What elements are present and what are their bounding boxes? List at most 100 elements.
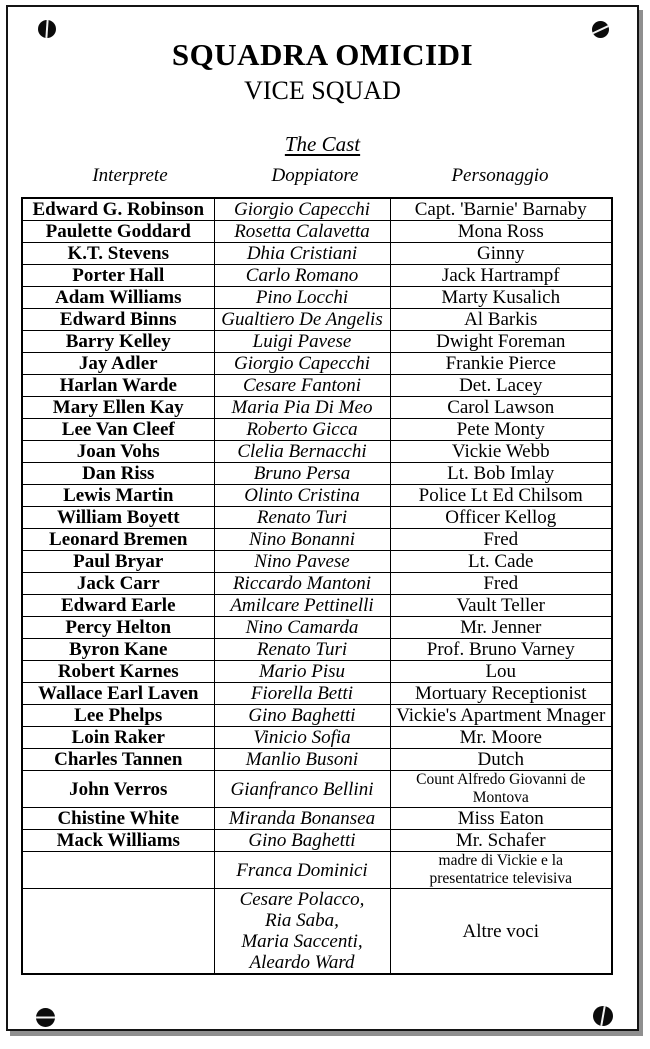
character-cell: Count Alfredo Giovanni de Montova xyxy=(389,770,613,808)
cast-table: Edward G. Robinson Giorgio Capecchi Capt… xyxy=(21,197,613,975)
screw-icon-bottom-left xyxy=(36,1008,55,1027)
voice-actor-cell: Pino Locchi xyxy=(213,286,391,309)
actor-name-cell: John Verros xyxy=(21,770,215,808)
table-row: Lee Phelps Gino Baghetti Vickie's Apartm… xyxy=(21,704,613,727)
table-row: Cesare Polacco, Ria Saba, Maria Saccenti… xyxy=(21,888,613,975)
actor-name-cell: Chistine White xyxy=(21,807,215,830)
table-row: Paul Bryar Nino Pavese Lt. Cade xyxy=(21,550,613,573)
voice-actor-cell: Cesare Polacco, Ria Saba, Maria Saccenti… xyxy=(213,888,391,975)
voice-actor-cell: Gino Baghetti xyxy=(213,829,391,852)
voice-actor-cell: Gino Baghetti xyxy=(213,704,391,727)
voice-actor-cell: Nino Pavese xyxy=(213,550,391,573)
voice-actor-cell: Miranda Bonansea xyxy=(213,807,391,830)
actor-name-cell xyxy=(21,888,215,975)
table-row: Porter Hall Carlo Romano Jack Hartrampf xyxy=(21,264,613,287)
actor-name-cell: Wallace Earl Laven xyxy=(21,682,215,705)
section-title: The Cast xyxy=(284,132,361,156)
table-row: Harlan Warde Cesare Fantoni Det. Lacey xyxy=(21,374,613,397)
character-cell: Jack Hartrampf xyxy=(389,264,613,287)
voice-actor-cell: Giorgio Capecchi xyxy=(213,197,391,221)
actor-name-cell: Edward Binns xyxy=(21,308,215,331)
table-row: Charles Tannen Manlio Busoni Dutch xyxy=(21,748,613,771)
column-headers: Interprete Doppiatore Personaggio xyxy=(8,165,637,191)
character-cell: Mortuary Receptionist xyxy=(389,682,613,705)
voice-actor-cell: Riccardo Mantoni xyxy=(213,572,391,595)
table-row: Percy Helton Nino Camarda Mr. Jenner xyxy=(21,616,613,639)
table-row: Barry Kelley Luigi Pavese Dwight Foreman xyxy=(21,330,613,353)
character-cell: Det. Lacey xyxy=(389,374,613,397)
actor-name-cell: Edward G. Robinson xyxy=(21,197,215,221)
cast-table-body: Edward G. Robinson Giorgio Capecchi Capt… xyxy=(21,197,613,975)
actor-name-cell: Robert Karnes xyxy=(21,660,215,683)
voice-actor-cell: Clelia Bernacchi xyxy=(213,440,391,463)
table-row: Dan Riss Bruno Persa Lt. Bob Imlay xyxy=(21,462,613,485)
column-header-personaggio: Personaggio xyxy=(451,165,549,186)
character-cell: Mr. Jenner xyxy=(389,616,613,639)
table-row: Mack Williams Gino Baghetti Mr. Schafer xyxy=(21,829,613,852)
actor-name-cell: Joan Vohs xyxy=(21,440,215,463)
character-cell: Carol Lawson xyxy=(389,396,613,419)
voice-actor-cell: Gualtiero De Angelis xyxy=(213,308,391,331)
voice-actor-cell: Roberto Gicca xyxy=(213,418,391,441)
character-cell: Marty Kusalich xyxy=(389,286,613,309)
actor-name-cell xyxy=(21,851,215,889)
voice-actor-cell: Renato Turi xyxy=(213,506,391,529)
voice-actor-cell: Mario Pisu xyxy=(213,660,391,683)
table-row: Chistine White Miranda Bonansea Miss Eat… xyxy=(21,807,613,830)
voice-actor-cell: Nino Bonanni xyxy=(213,528,391,551)
character-cell: Vault Teller xyxy=(389,594,613,617)
character-cell: Dwight Foreman xyxy=(389,330,613,353)
character-cell: Dutch xyxy=(389,748,613,771)
table-row: Lewis Martin Olinto Cristina Police Lt E… xyxy=(21,484,613,507)
voice-actor-cell: Dhia Cristiani xyxy=(213,242,391,265)
actor-name-cell: Charles Tannen xyxy=(21,748,215,771)
table-row: Adam Williams Pino Locchi Marty Kusalich xyxy=(21,286,613,309)
screw-icon-top-right xyxy=(592,21,609,38)
table-row: Edward G. Robinson Giorgio Capecchi Capt… xyxy=(21,197,613,221)
character-cell: Police Lt Ed Chilsom xyxy=(389,484,613,507)
voice-actor-cell: Nino Camarda xyxy=(213,616,391,639)
page-title: SQUADRA OMICIDI xyxy=(171,37,474,72)
character-cell: Lt. Bob Imlay xyxy=(389,462,613,485)
table-row: Paulette Goddard Rosetta Calavetta Mona … xyxy=(21,220,613,243)
document-page: SQUADRA OMICIDI VICE SQUAD The Cast Inte… xyxy=(6,5,639,1031)
table-row: William Boyett Renato Turi Officer Kello… xyxy=(21,506,613,529)
page-subtitle: VICE SQUAD xyxy=(244,76,401,105)
voice-actor-cell: Vinicio Sofia xyxy=(213,726,391,749)
character-cell: Mr. Schafer xyxy=(389,829,613,852)
table-row: Leonard Bremen Nino Bonanni Fred xyxy=(21,528,613,551)
actor-name-cell: Paulette Goddard xyxy=(21,220,215,243)
voice-actor-cell: Bruno Persa xyxy=(213,462,391,485)
screw-icon-top-left xyxy=(38,20,56,38)
table-row: Jay Adler Giorgio Capecchi Frankie Pierc… xyxy=(21,352,613,375)
table-row: K.T. Stevens Dhia Cristiani Ginny xyxy=(21,242,613,265)
voice-actor-cell: Carlo Romano xyxy=(213,264,391,287)
actor-name-cell: Edward Earle xyxy=(21,594,215,617)
voice-actor-cell: Luigi Pavese xyxy=(213,330,391,353)
voice-actor-cell: Gianfranco Bellini xyxy=(213,770,391,808)
table-row: Edward Binns Gualtiero De Angelis Al Bar… xyxy=(21,308,613,331)
column-header-doppiatore: Doppiatore xyxy=(271,165,359,186)
character-cell: Altre voci xyxy=(389,888,613,975)
table-row: Byron Kane Renato Turi Prof. Bruno Varne… xyxy=(21,638,613,661)
character-cell: Fred xyxy=(389,572,613,595)
character-cell: Prof. Bruno Varney xyxy=(389,638,613,661)
voice-actor-cell: Amilcare Pettinelli xyxy=(213,594,391,617)
character-cell: Pete Monty xyxy=(389,418,613,441)
actor-name-cell: Byron Kane xyxy=(21,638,215,661)
screw-icon-bottom-right xyxy=(593,1006,613,1026)
table-row: Wallace Earl Laven Fiorella Betti Mortua… xyxy=(21,682,613,705)
voice-actor-cell: Franca Dominici xyxy=(213,851,391,889)
actor-name-cell: Leonard Bremen xyxy=(21,528,215,551)
character-cell: madre di Vickie e la presentatrice telev… xyxy=(389,851,613,889)
table-row: Mary Ellen Kay Maria Pia Di Meo Carol La… xyxy=(21,396,613,419)
character-cell: Capt. 'Barnie' Barnaby xyxy=(389,197,613,221)
character-cell: Vickie's Apartment Mnager xyxy=(389,704,613,727)
character-cell: Vickie Webb xyxy=(389,440,613,463)
actor-name-cell: Lee Van Cleef xyxy=(21,418,215,441)
voice-actor-cell: Giorgio Capecchi xyxy=(213,352,391,375)
voice-actor-cell: Maria Pia Di Meo xyxy=(213,396,391,419)
table-row: Lee Van Cleef Roberto Gicca Pete Monty xyxy=(21,418,613,441)
actor-name-cell: Mary Ellen Kay xyxy=(21,396,215,419)
actor-name-cell: Adam Williams xyxy=(21,286,215,309)
